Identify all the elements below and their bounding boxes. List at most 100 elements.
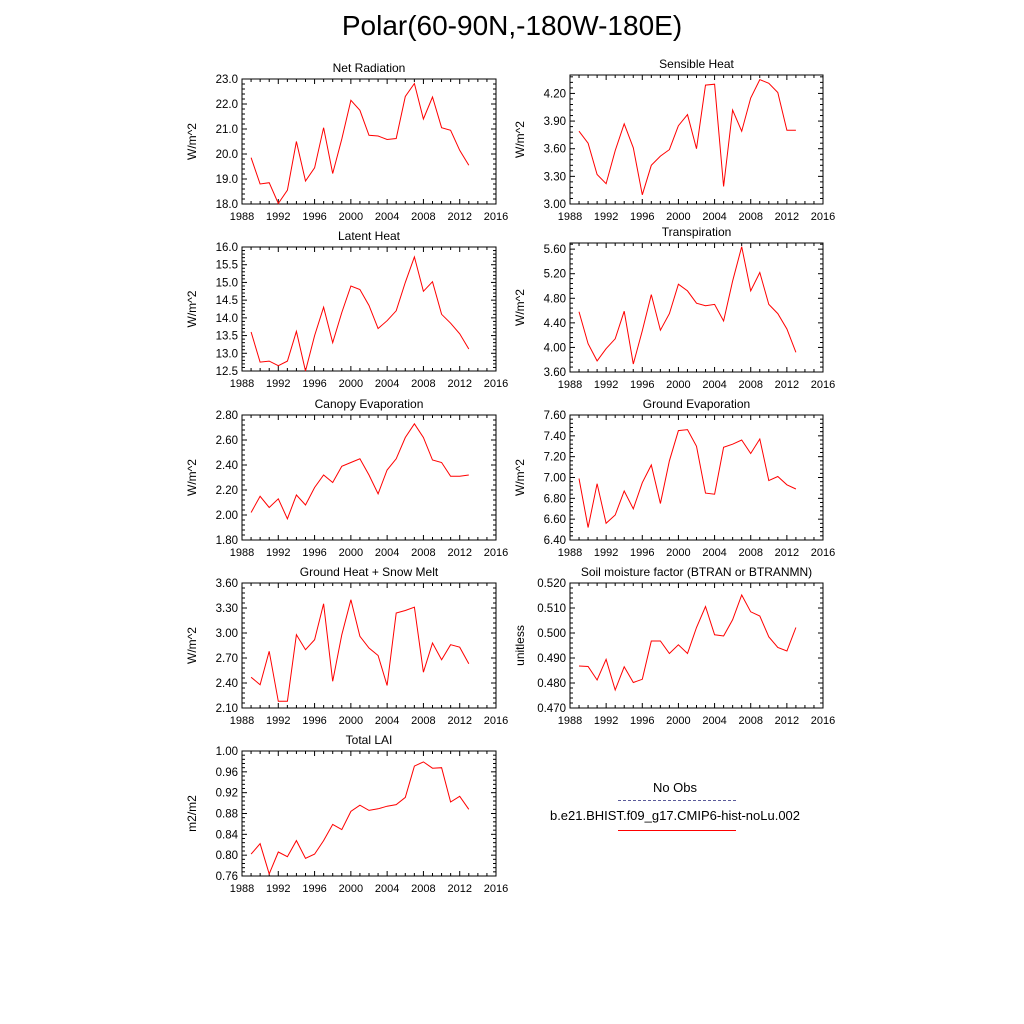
x-tick-label: 2016 [811,715,835,727]
x-tick-label: 2000 [339,883,363,895]
y-tick-label: 2.20 [216,485,238,497]
y-tick-label: 4.00 [544,342,566,354]
y-axis-label: W/m^2 [185,290,199,327]
x-tick-label: 1996 [302,547,326,559]
y-tick-label: 3.60 [216,578,238,590]
x-tick-label: 2016 [484,883,508,895]
y-tick-label: 0.470 [537,703,566,715]
x-tick-label: 1988 [558,211,582,223]
y-axis-label: W/m^2 [185,459,199,496]
y-tick-label: 7.00 [544,473,566,485]
y-tick-label: 12.5 [216,366,238,378]
y-tick-label: 15.5 [216,260,238,272]
series-line-model [250,82,470,205]
x-tick-label: 1996 [630,379,654,391]
chart-panel-4: 1988 1992 1996 2000 2004 2008 2012 2016 3.60 4.00… [513,225,835,391]
y-tick-label: 4.40 [544,318,566,330]
x-tick-label: 2004 [702,379,726,391]
chart-title: Soil moisture factor (BTRAN or BTRANMN) [581,565,812,579]
x-tick-label: 1992 [594,379,618,391]
y-axis-label: m2/m2 [185,795,199,832]
x-tick-label: 1996 [302,378,326,390]
y-axis-label: W/m^2 [513,459,527,496]
x-tick-label: 2000 [666,547,690,559]
x-tick-label: 1992 [594,211,618,223]
x-tick-label: 2000 [339,378,363,390]
chart-title: Transpiration [662,225,732,239]
y-tick-label: 0.490 [537,653,566,665]
legend-obs-line [618,800,736,801]
y-tick-label: 0.500 [537,628,566,640]
x-tick-label: 2012 [775,379,799,391]
y-tick-label: 2.40 [216,460,238,472]
chart-panel-9: 1988 1992 1996 2000 2004 2008 2012 2016 0.76 0.80… [185,733,508,895]
y-tick-label: 4.20 [544,88,566,100]
y-axis-label: W/m^2 [185,123,199,160]
x-tick-label: 2004 [375,378,399,390]
x-tick-label: 2004 [702,715,726,727]
x-tick-label: 2000 [339,715,363,727]
x-tick-label: 2000 [339,211,363,223]
legend-obs-label: No Obs [652,780,698,795]
x-tick-label: 2004 [375,547,399,559]
chart-title: Total LAI [346,733,393,747]
series-line-model [250,599,470,702]
chart-title: Ground Evaporation [643,397,750,411]
x-tick-label: 1996 [630,715,654,727]
chart-title: Ground Heat + Snow Melt [300,565,439,579]
x-tick-label: 2004 [375,715,399,727]
series-line-model [578,593,797,692]
series-line-model [250,761,470,876]
x-tick-label: 1996 [630,547,654,559]
x-tick-label: 2012 [447,715,471,727]
x-tick-label: 1996 [630,211,654,223]
plot-frame [569,74,824,205]
y-axis-label: W/m^2 [185,627,199,664]
plot-frame [569,242,824,373]
y-tick-label: 5.20 [544,269,566,281]
y-tick-label: 4.80 [544,293,566,305]
x-tick-label: 2012 [775,715,799,727]
x-tick-label: 2004 [375,211,399,223]
x-tick-label: 2008 [411,715,435,727]
plot-frame [241,414,497,541]
x-tick-label: 1996 [302,883,326,895]
y-tick-label: 3.60 [544,144,566,156]
y-tick-label: 0.510 [537,603,566,615]
legend-model-label: b.e21.BHIST.f09_g17.CMIP6-hist-noLu.002 [549,808,801,823]
x-tick-label: 2016 [484,715,508,727]
x-tick-label: 1992 [266,211,290,223]
y-tick-label: 0.88 [216,809,238,821]
y-tick-label: 1.00 [216,746,238,758]
x-tick-label: 2016 [811,211,835,223]
x-tick-label: 2008 [738,547,762,559]
y-tick-label: 2.60 [216,435,238,447]
plot-frame [241,750,497,877]
chart-title: Net Radiation [333,61,406,75]
x-tick-label: 2008 [738,715,762,727]
y-tick-label: 2.10 [216,703,238,715]
y-tick-label: 6.80 [544,493,566,505]
x-tick-label: 2000 [339,547,363,559]
x-tick-label: 2008 [738,379,762,391]
chart-panel-6: 1988 1992 1996 2000 2004 2008 2012 2016 6.40 6.60… [513,397,835,559]
x-tick-label: 2008 [411,547,435,559]
x-tick-label: 2000 [666,715,690,727]
y-tick-label: 2.70 [216,653,238,665]
series-line-model [578,78,796,195]
y-tick-label: 3.60 [544,367,566,379]
x-tick-label: 1992 [266,715,290,727]
y-tick-label: 3.30 [544,171,566,183]
x-tick-label: 1988 [230,211,254,223]
y-tick-label: 2.80 [216,410,238,422]
x-tick-label: 2016 [484,547,508,559]
y-tick-label: 3.00 [216,628,238,640]
y-axis-label: W/m^2 [513,289,527,326]
legend-model-line [618,830,736,831]
y-tick-label: 0.76 [216,871,238,883]
x-tick-label: 2012 [447,547,471,559]
y-tick-label: 0.92 [216,788,238,800]
x-tick-label: 1988 [230,715,254,727]
y-tick-label: 7.60 [544,410,566,422]
